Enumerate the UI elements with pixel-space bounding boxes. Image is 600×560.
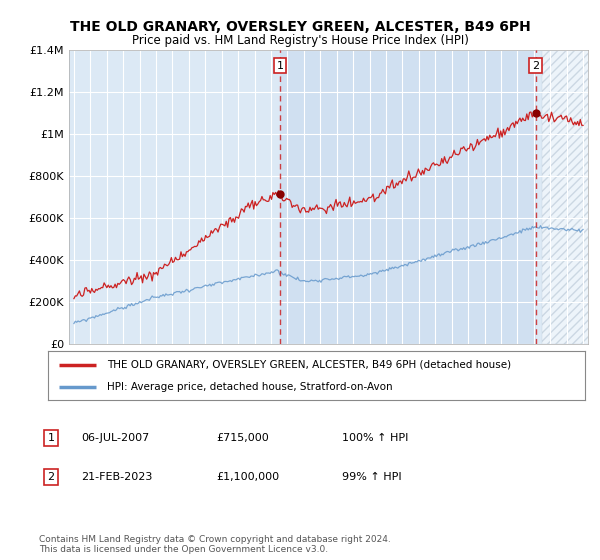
Text: 100% ↑ HPI: 100% ↑ HPI [342, 433, 409, 443]
Text: Contains HM Land Registry data © Crown copyright and database right 2024.
This d: Contains HM Land Registry data © Crown c… [39, 535, 391, 554]
Text: 99% ↑ HPI: 99% ↑ HPI [342, 472, 401, 482]
Bar [280, 50, 536, 344]
Text: THE OLD GRANARY, OVERSLEY GREEN, ALCESTER, B49 6PH: THE OLD GRANARY, OVERSLEY GREEN, ALCESTE… [70, 20, 530, 34]
Text: £1,100,000: £1,100,000 [216, 472, 279, 482]
Bar [542, 50, 591, 344]
Text: £715,000: £715,000 [216, 433, 269, 443]
Text: 2: 2 [532, 60, 539, 71]
Text: HPI: Average price, detached house, Stratford-on-Avon: HPI: Average price, detached house, Stra… [107, 381, 392, 391]
Text: 1: 1 [277, 60, 283, 71]
Text: 2: 2 [47, 472, 55, 482]
Text: THE OLD GRANARY, OVERSLEY GREEN, ALCESTER, B49 6PH (detached house): THE OLD GRANARY, OVERSLEY GREEN, ALCESTE… [107, 360, 511, 370]
Bar [542, 50, 591, 344]
Text: 1: 1 [47, 433, 55, 443]
Text: Price paid vs. HM Land Registry's House Price Index (HPI): Price paid vs. HM Land Registry's House … [131, 34, 469, 46]
Text: 21-FEB-2023: 21-FEB-2023 [81, 472, 152, 482]
Text: 06-JUL-2007: 06-JUL-2007 [81, 433, 149, 443]
